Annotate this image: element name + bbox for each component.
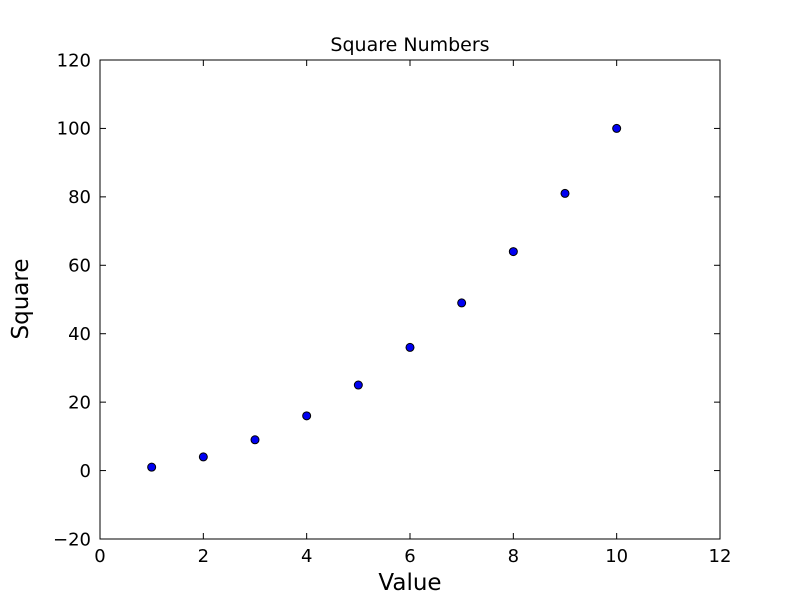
y-axis-label: Square [8, 259, 34, 340]
plot-frame [99, 59, 721, 540]
y-tick-label: 40 [68, 324, 91, 345]
scatter-point [302, 411, 312, 421]
x-tick-label: 2 [198, 546, 209, 567]
data-points [147, 123, 622, 472]
y-tick-label: 120 [57, 50, 91, 71]
x-tick-label: 4 [301, 546, 312, 567]
scatter-point [457, 298, 467, 308]
x-axis-label: Value [378, 570, 441, 596]
x-tick-label: 12 [709, 546, 732, 567]
scatter-point [198, 452, 208, 462]
scatter-point [353, 380, 363, 390]
y-tick-label: 0 [80, 461, 91, 482]
y-tick-label: 100 [57, 119, 91, 140]
axes-frame [99, 59, 721, 540]
scatter-point [508, 247, 518, 257]
chart-title: Square Numbers [330, 34, 489, 56]
x-tick-label: 10 [605, 546, 628, 567]
x-tick-label: 0 [94, 546, 105, 567]
y-tick-label: 20 [68, 392, 91, 413]
y-tick-label: 80 [68, 187, 91, 208]
y-tick-label: 60 [68, 256, 91, 277]
scatter-point [405, 342, 415, 352]
x-tick-label: 6 [404, 546, 415, 567]
scatter-point [250, 435, 260, 445]
scatter-point [147, 462, 157, 472]
scatter-point [612, 123, 622, 133]
y-tick-label: −20 [53, 529, 91, 550]
x-tick-label: 8 [508, 546, 519, 567]
scatter-point [560, 188, 570, 198]
tick-marks [99, 59, 721, 540]
